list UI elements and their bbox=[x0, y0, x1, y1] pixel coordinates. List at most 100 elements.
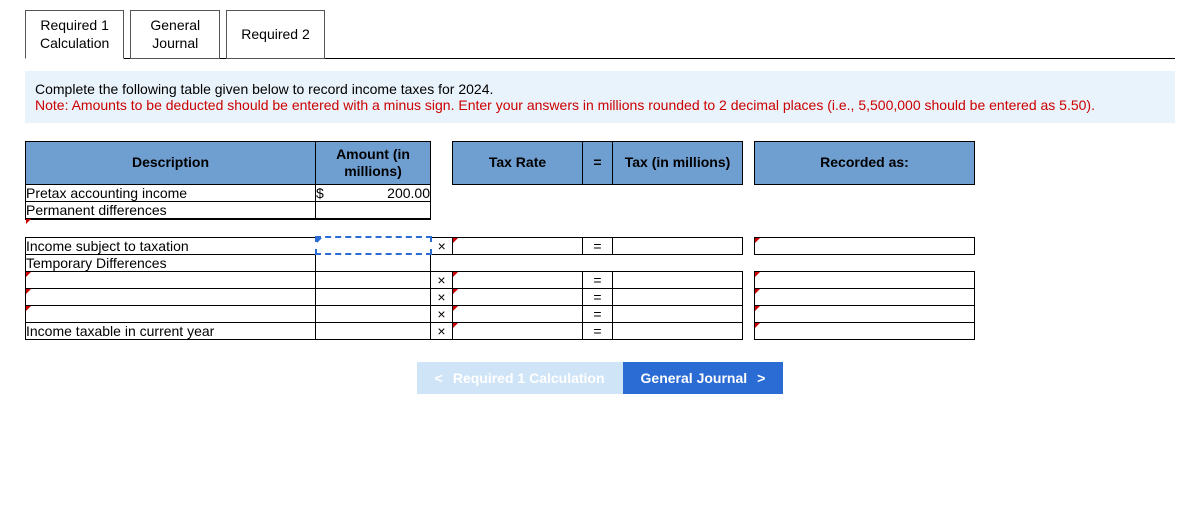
cell-amount[interactable] bbox=[316, 322, 431, 339]
cell-description: Temporary Differences bbox=[26, 254, 316, 271]
row-temp-1: × = bbox=[26, 271, 975, 288]
spacer bbox=[743, 288, 755, 305]
cell-recorded-as[interactable] bbox=[755, 305, 975, 322]
tab-label: Required 2 bbox=[241, 26, 310, 44]
row-temporary-differences: Temporary Differences bbox=[26, 254, 975, 271]
cell-recorded-as[interactable] bbox=[755, 322, 975, 339]
next-label: General Journal bbox=[641, 370, 748, 386]
cell-tax-rate[interactable] bbox=[453, 271, 583, 288]
spacer bbox=[743, 322, 755, 339]
cell-tax[interactable] bbox=[613, 305, 743, 322]
spacer bbox=[613, 184, 743, 201]
cell-tax-rate[interactable] bbox=[453, 237, 583, 254]
tab-label: General bbox=[145, 17, 205, 35]
spacer bbox=[431, 184, 453, 201]
tab-label: Journal bbox=[145, 35, 205, 53]
cell-description: Pretax accounting income bbox=[26, 184, 316, 201]
cell-equals: = bbox=[583, 322, 613, 339]
header-amount: Amount (in millions) bbox=[316, 142, 431, 185]
tab-label: Calculation bbox=[40, 35, 109, 53]
spacer bbox=[755, 201, 975, 218]
header-recorded-as: Recorded as: bbox=[755, 142, 975, 185]
cell-recorded-as[interactable] bbox=[755, 288, 975, 305]
spacer bbox=[453, 184, 583, 201]
cell-times: × bbox=[431, 305, 453, 322]
spacer bbox=[613, 254, 743, 271]
instruction-box: Complete the following table given below… bbox=[25, 71, 1175, 123]
cell-equals: = bbox=[583, 305, 613, 322]
cell-tax-rate[interactable] bbox=[453, 322, 583, 339]
cell-description: Permanent differences bbox=[26, 201, 316, 218]
cell-amount-active[interactable] bbox=[316, 237, 431, 254]
footer-nav: < Required 1 Calculation General Journal… bbox=[0, 340, 1200, 410]
instruction-line-2: Note: Amounts to be deducted should be e… bbox=[35, 97, 1165, 113]
header-tax-rate: Tax Rate bbox=[453, 142, 583, 185]
cell-equals: = bbox=[583, 237, 613, 254]
cell-tax-rate[interactable] bbox=[453, 288, 583, 305]
header-equals: = bbox=[583, 142, 613, 185]
row-gap bbox=[26, 219, 975, 237]
spacer bbox=[743, 305, 755, 322]
spacer bbox=[743, 254, 755, 271]
cell-amount[interactable]: $ 200.00 bbox=[316, 184, 431, 201]
cell-description: Income taxable in current year bbox=[26, 322, 316, 339]
cell-tax[interactable] bbox=[613, 322, 743, 339]
row-permanent-differences: Permanent differences bbox=[26, 201, 975, 218]
spacer bbox=[583, 254, 613, 271]
tab-required-2[interactable]: Required 2 bbox=[226, 10, 325, 59]
spacer bbox=[431, 254, 453, 271]
row-temp-2: × = bbox=[26, 288, 975, 305]
cell-tax[interactable] bbox=[613, 288, 743, 305]
header-tax: Tax (in millions) bbox=[613, 142, 743, 185]
header-description: Description bbox=[26, 142, 316, 185]
prev-button[interactable]: < Required 1 Calculation bbox=[417, 362, 623, 394]
cell-description-input[interactable] bbox=[26, 218, 316, 219]
cell-description: Income subject to taxation bbox=[26, 237, 316, 254]
cell-times: × bbox=[431, 288, 453, 305]
row-pretax: Pretax accounting income $ 200.00 bbox=[26, 184, 975, 201]
tab-required-1-calculation[interactable]: Required 1 Calculation bbox=[25, 10, 124, 59]
cell-recorded-as[interactable] bbox=[755, 271, 975, 288]
row-temp-3: × = bbox=[26, 305, 975, 322]
cell-amount[interactable] bbox=[316, 305, 431, 322]
cell-amount[interactable] bbox=[316, 271, 431, 288]
dollar-sign: $ bbox=[316, 185, 324, 201]
spacer bbox=[743, 184, 755, 201]
tab-general-journal[interactable]: General Journal bbox=[130, 10, 220, 59]
spacer bbox=[743, 142, 755, 185]
spacer bbox=[431, 201, 453, 218]
chevron-right-icon: > bbox=[757, 370, 765, 386]
cell-amount[interactable] bbox=[316, 288, 431, 305]
cell-tax[interactable] bbox=[613, 237, 743, 254]
cell-times: × bbox=[431, 271, 453, 288]
next-button[interactable]: General Journal > bbox=[623, 362, 784, 394]
cell-description-input[interactable] bbox=[26, 288, 316, 305]
spacer bbox=[755, 254, 975, 271]
spacer bbox=[743, 237, 755, 254]
prev-label: Required 1 Calculation bbox=[453, 370, 605, 386]
tab-label: Required 1 bbox=[40, 17, 109, 35]
cell-recorded-as[interactable] bbox=[755, 237, 975, 254]
cell-description-input[interactable] bbox=[26, 271, 316, 288]
cell-tax[interactable] bbox=[613, 271, 743, 288]
spacer bbox=[453, 201, 583, 218]
cell-equals: = bbox=[583, 271, 613, 288]
row-income-taxable: Income taxable in current year × = bbox=[26, 322, 975, 339]
amount-value: 200.00 bbox=[387, 185, 430, 201]
row-income-subject: Income subject to taxation × = bbox=[26, 237, 975, 254]
spacer bbox=[583, 201, 613, 218]
cell-tax-rate[interactable] bbox=[453, 305, 583, 322]
chevron-left-icon: < bbox=[435, 370, 443, 386]
cell-amount[interactable] bbox=[316, 201, 431, 218]
cell-description-input[interactable] bbox=[26, 305, 316, 322]
income-tax-table: Description Amount (in millions) Tax Rat… bbox=[25, 141, 975, 340]
spacer bbox=[743, 271, 755, 288]
spacer bbox=[453, 254, 583, 271]
cell-amount[interactable] bbox=[316, 254, 431, 271]
spacer bbox=[26, 219, 975, 237]
spacer bbox=[743, 201, 755, 218]
spacer bbox=[755, 184, 975, 201]
cell-times: × bbox=[431, 237, 453, 254]
cell-equals: = bbox=[583, 288, 613, 305]
spacer bbox=[431, 142, 453, 185]
